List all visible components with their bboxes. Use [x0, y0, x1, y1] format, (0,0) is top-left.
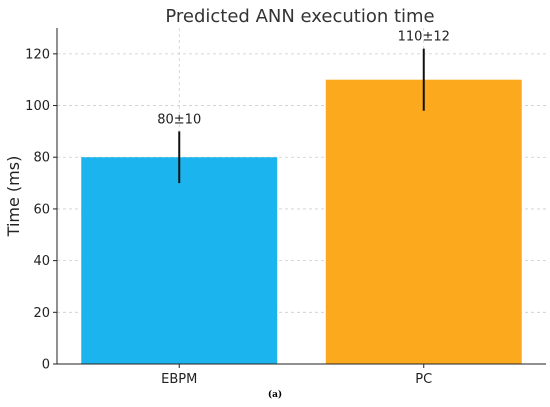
bar-chart: 0 20 40 60 80 100 120 EBPM PC 80±10 110±12 Predic… — [4, 6, 546, 387]
data-label-pc: 110±12 — [398, 30, 450, 45]
y-tick-label: 0 — [42, 358, 50, 373]
data-label-ebpm: 80±10 — [157, 112, 201, 127]
bar-layer — [81, 48, 522, 364]
y-tick-label: 80 — [33, 151, 50, 166]
y-tick-label: 20 — [33, 306, 50, 321]
chart-title: Predicted ANN execution time — [165, 6, 434, 27]
x-tick-label-ebpm: EBPM — [161, 372, 197, 387]
label-layer: 80±10 110±12 — [157, 30, 450, 128]
y-tick-label: 100 — [25, 99, 50, 114]
x-tick-label-pc: PC — [415, 372, 432, 387]
y-tick-label: 60 — [33, 202, 50, 217]
bar-ebpm — [81, 157, 278, 364]
y-axis-label: Time (ms) — [4, 156, 23, 238]
y-tick-label: 120 — [25, 47, 50, 62]
figure-caption: (a) — [267, 390, 283, 400]
y-tick-label: 40 — [33, 254, 50, 269]
axis-layer: 0 20 40 60 80 100 120 EBPM PC — [25, 28, 546, 387]
bar-pc — [325, 79, 522, 364]
